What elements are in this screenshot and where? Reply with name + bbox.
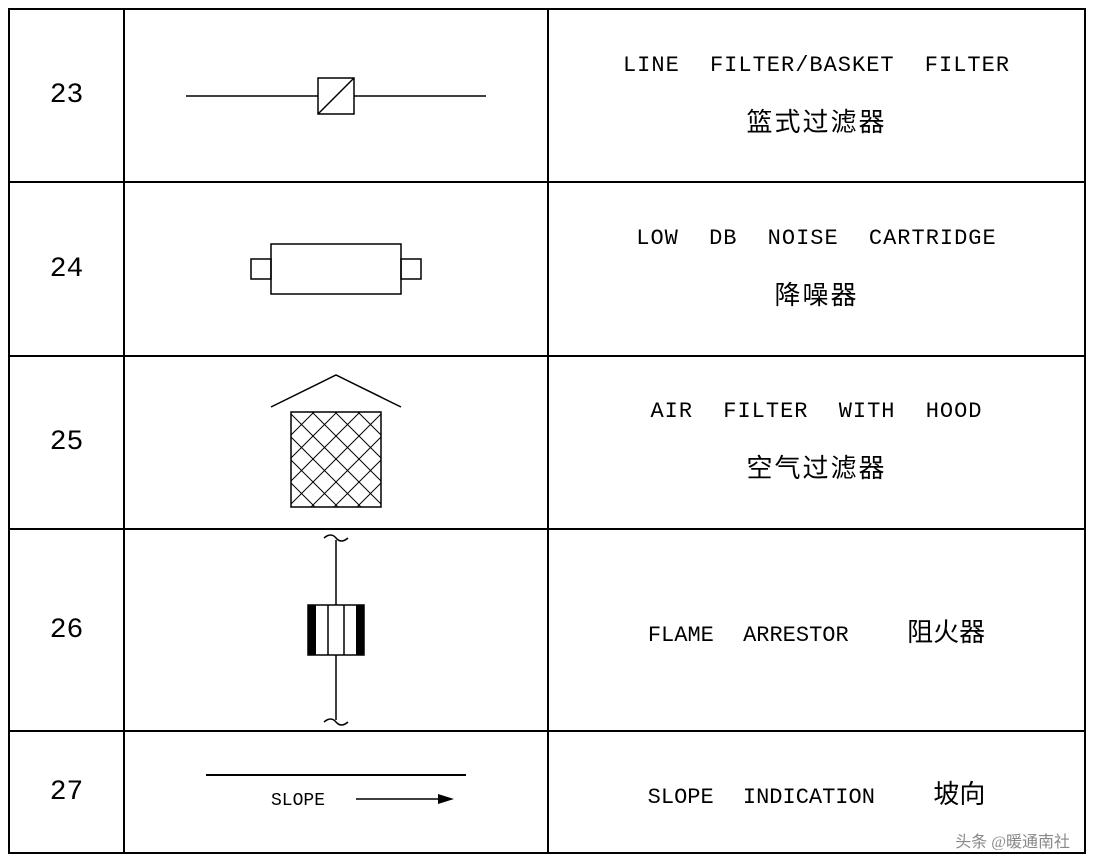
row-number: 25	[10, 357, 125, 528]
row-number: 26	[10, 530, 125, 730]
noise-cartridge-icon	[216, 224, 456, 314]
table-row: 26 FLAME ARRESTOR 阻火器	[10, 530, 1084, 732]
row-number: 27	[10, 732, 125, 852]
desc-english: FLAME ARRESTOR	[648, 623, 849, 648]
desc-english: LOW DB NOISE CARTRIDGE	[636, 226, 996, 251]
desc-english: LINE FILTER/BASKET FILTER	[623, 53, 1010, 78]
desc-chinese: 阻火器	[907, 618, 985, 647]
desc-combined: SLOPE INDICATION 坡向	[648, 774, 986, 811]
desc-chinese: 空气过滤器	[746, 448, 886, 485]
symbol-cell	[125, 183, 549, 354]
air-filter-hood-icon	[256, 367, 416, 517]
slope-icon: SLOPE	[186, 757, 486, 827]
symbol-legend-table: 23 LINE FILTER/BASKET FILTER 篮式过滤器 24 LO	[8, 8, 1086, 854]
description-cell: FLAME ARRESTOR 阻火器	[549, 530, 1084, 730]
flame-arrestor-icon	[286, 530, 386, 730]
description-cell: LINE FILTER/BASKET FILTER 篮式过滤器	[549, 10, 1084, 181]
symbol-cell	[125, 530, 549, 730]
symbol-cell	[125, 10, 549, 181]
desc-chinese: 坡向	[933, 780, 985, 809]
symbol-cell	[125, 357, 549, 528]
desc-chinese: 篮式过滤器	[746, 102, 886, 139]
slope-label: SLOPE	[271, 791, 325, 811]
watermark: 头条 @暖通南社	[955, 828, 1070, 852]
symbol-cell: SLOPE	[125, 732, 549, 852]
description-cell: AIR FILTER WITH HOOD 空气过滤器	[549, 357, 1084, 528]
desc-english: SLOPE INDICATION	[648, 785, 875, 810]
line-filter-icon	[186, 56, 486, 136]
table-row: 24 LOW DB NOISE CARTRIDGE 降噪器	[10, 183, 1084, 356]
table-row: 25 AIR FILT	[10, 357, 1084, 530]
row-number: 23	[10, 10, 125, 181]
description-cell: LOW DB NOISE CARTRIDGE 降噪器	[549, 183, 1084, 354]
table-row: 23 LINE FILTER/BASKET FILTER 篮式过滤器	[10, 10, 1084, 183]
desc-english: AIR FILTER WITH HOOD	[650, 399, 982, 424]
desc-chinese: 降噪器	[774, 275, 858, 312]
table-row: 27 SLOPE SLOPE INDICATION 坡向	[10, 732, 1084, 852]
row-number: 24	[10, 183, 125, 354]
desc-combined: FLAME ARRESTOR 阻火器	[648, 612, 985, 649]
